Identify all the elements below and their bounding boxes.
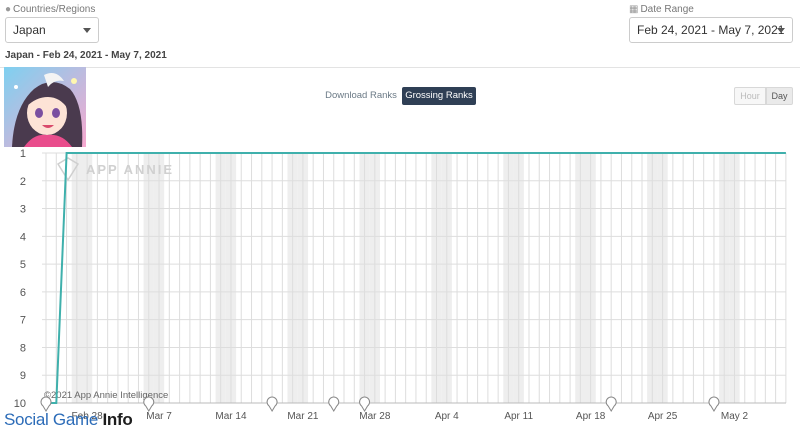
hour-toggle[interactable]: Hour <box>734 87 766 105</box>
event-marker-icon <box>605 396 617 412</box>
event-marker-icon <box>328 396 340 412</box>
rank-chart: 1 2 3 4 5 6 7 8 9 10 Feb 28 Mar 7 Mar 14 Mar 21 Mar 28… <box>14 148 787 422</box>
app-icon <box>4 67 86 147</box>
x-tick-label: Apr 18 <box>576 411 606 422</box>
chevron-down-icon <box>83 28 91 33</box>
x-tick-label: Apr 11 <box>504 411 533 422</box>
y-tick-label: 6 <box>20 287 26 299</box>
y-tick-label: 9 <box>20 370 26 382</box>
y-tick-label: 7 <box>20 315 26 327</box>
country-select-value: Japan <box>13 23 46 37</box>
watermark-text: APP ANNIE <box>86 162 174 177</box>
globe-icon: ● <box>5 4 12 15</box>
event-marker-icon <box>266 396 278 412</box>
x-tick-label: Mar 28 <box>359 411 391 422</box>
calendar-icon: ▦ <box>629 4 639 15</box>
event-marker-icon <box>40 396 52 412</box>
download-ranks-toggle[interactable]: Download Ranks <box>325 90 397 101</box>
y-tick-label: 1 <box>20 148 26 160</box>
social-game-info-logo: Social Game Info <box>4 410 133 430</box>
date-range-label-text: Date Range <box>640 4 694 15</box>
y-tick-label: 2 <box>20 176 26 188</box>
y-tick-label: 10 <box>14 398 26 410</box>
event-marker-icon <box>143 396 155 412</box>
event-marker-icon <box>359 396 371 412</box>
y-tick-label: 3 <box>20 204 26 216</box>
chevron-down-icon <box>777 28 785 33</box>
day-toggle[interactable]: Day <box>766 87 793 105</box>
date-range-value: Feb 24, 2021 - May 7, 2021 <box>637 23 785 37</box>
chart-subtitle: Japan - Feb 24, 2021 - May 7, 2021 <box>5 50 167 61</box>
x-tick-label: Mar 7 <box>146 411 172 422</box>
y-tick-label: 4 <box>20 231 26 243</box>
grossing-ranks-toggle[interactable]: Grossing Ranks <box>402 87 476 105</box>
x-tick-label: May 2 <box>721 411 749 422</box>
date-range-label: ▦ Date Range <box>629 4 694 15</box>
event-marker-icon <box>708 396 720 412</box>
copyright-text: ©2021 App Annie Intelligence <box>44 390 168 401</box>
date-range-select[interactable]: Feb 24, 2021 - May 7, 2021 <box>629 17 793 43</box>
country-select[interactable]: Japan <box>5 17 99 43</box>
y-tick-label: 8 <box>20 342 26 354</box>
countries-label-text: Countries/Regions <box>13 4 96 15</box>
rank-series-line <box>46 152 786 404</box>
countries-label: ● Countries/Regions <box>5 4 95 15</box>
x-tick-label: Feb 28 <box>72 411 104 422</box>
brand-part2: Info <box>102 410 133 429</box>
app-annie-logo-icon <box>56 157 80 182</box>
brand-part1: Social Game <box>4 410 99 429</box>
y-tick-label: 5 <box>20 259 26 271</box>
x-tick-label: Apr 4 <box>435 411 459 422</box>
chart-toolbar <box>0 67 800 124</box>
x-tick-label: Apr 25 <box>648 411 678 422</box>
x-tick-label: Mar 21 <box>287 411 319 422</box>
x-tick-label: Mar 14 <box>215 411 247 422</box>
